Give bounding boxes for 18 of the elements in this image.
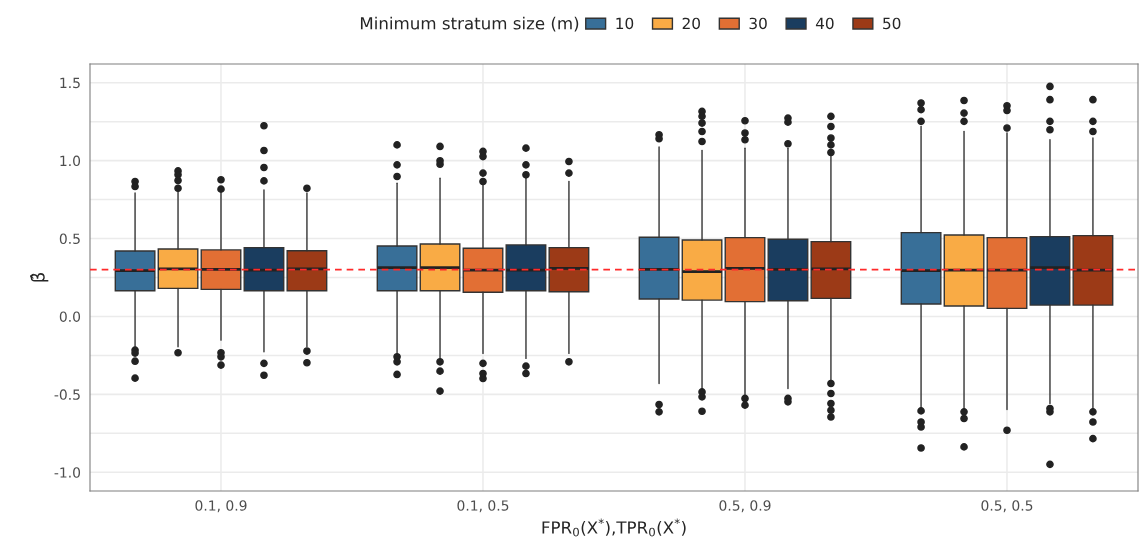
x-tick-label: 0.1, 0.9: [195, 500, 247, 513]
y-tick-label: 1.0: [60, 155, 81, 167]
y-tick-label: 0.0: [59, 311, 81, 322]
y-tick-label: 0.5: [59, 233, 80, 245]
x-tick-label: 0.5, 0.9: [719, 500, 771, 513]
x-tick-label: 0.1, 0.5: [457, 500, 509, 513]
legend-label: 10: [616, 17, 634, 30]
y-tick-label: 1.5: [60, 77, 80, 89]
y-tick-label: -0.5: [54, 389, 80, 400]
y-axis-title: β̂: [30, 273, 49, 282]
legend-label: 20: [682, 17, 700, 30]
y-tick-label: -1.0: [54, 467, 81, 478]
text: FPR$_{0}$(X$^{*}$),TPR$_{0}$(X$^{*}$): [542, 518, 686, 537]
legend-title: Minimum stratum size (m): [360, 16, 579, 32]
legend-label: 30: [749, 17, 767, 30]
x-tick-label: 0.5, 0.5: [981, 500, 1033, 513]
legend-label: 50: [883, 17, 901, 30]
legend-label: 40: [815, 17, 834, 30]
